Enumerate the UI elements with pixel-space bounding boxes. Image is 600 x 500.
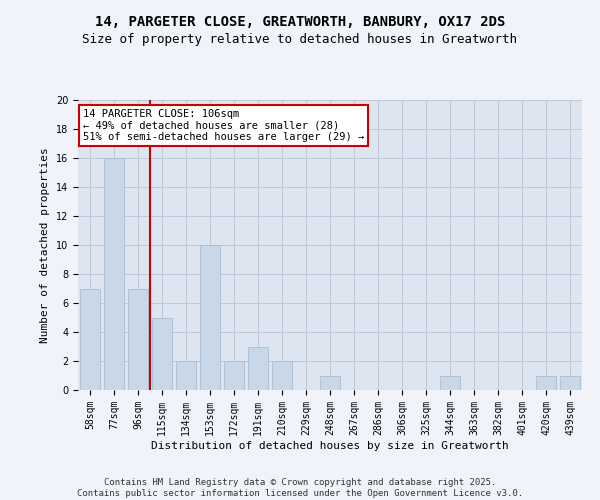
Bar	[560, 376, 580, 390]
Bar	[176, 361, 196, 390]
Text: 14 PARGETER CLOSE: 106sqm
← 49% of detached houses are smaller (28)
51% of semi-: 14 PARGETER CLOSE: 106sqm ← 49% of detac…	[83, 108, 364, 142]
Bar	[272, 361, 292, 390]
Bar	[152, 318, 172, 390]
X-axis label: Distribution of detached houses by size in Greatworth: Distribution of detached houses by size …	[151, 440, 509, 450]
Y-axis label: Number of detached properties: Number of detached properties	[40, 147, 50, 343]
Bar	[248, 346, 268, 390]
Text: 14, PARGETER CLOSE, GREATWORTH, BANBURY, OX17 2DS: 14, PARGETER CLOSE, GREATWORTH, BANBURY,…	[95, 15, 505, 29]
Bar	[224, 361, 244, 390]
Bar	[320, 376, 340, 390]
Bar	[440, 376, 460, 390]
Bar	[80, 288, 100, 390]
Text: Contains HM Land Registry data © Crown copyright and database right 2025.
Contai: Contains HM Land Registry data © Crown c…	[77, 478, 523, 498]
Bar	[128, 288, 148, 390]
Text: Size of property relative to detached houses in Greatworth: Size of property relative to detached ho…	[83, 32, 517, 46]
Bar	[200, 245, 220, 390]
Bar	[536, 376, 556, 390]
Bar	[104, 158, 124, 390]
